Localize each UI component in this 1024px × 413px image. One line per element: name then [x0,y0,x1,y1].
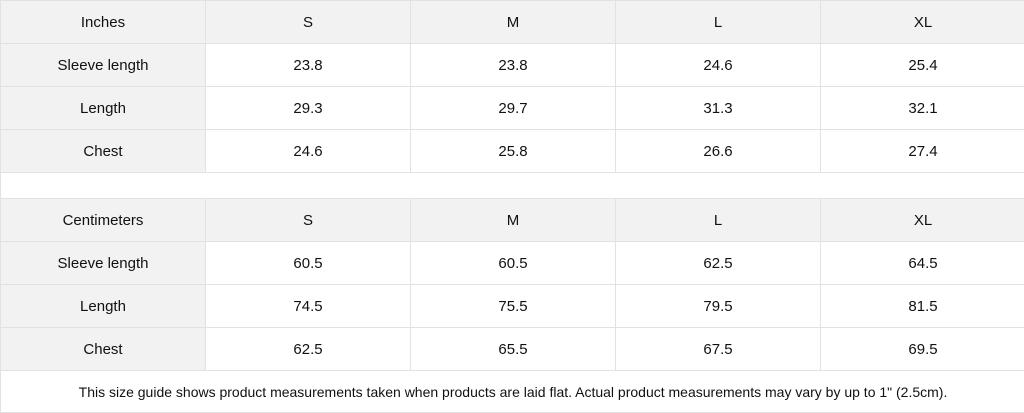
note-row: This size guide shows product measuremen… [1,371,1024,413]
measurement-value: 62.5 [616,242,821,285]
measurement-value: 62.5 [206,328,411,371]
measurement-label: Sleeve length [1,242,206,285]
size-header: M [411,199,616,242]
size-header: S [206,199,411,242]
measurement-value: 23.8 [206,44,411,87]
measurement-value: 27.4 [821,130,1024,173]
measurement-label: Length [1,285,206,328]
size-header: L [616,1,821,44]
size-header: L [616,199,821,242]
measurement-value: 25.8 [411,130,616,173]
measurement-value: 79.5 [616,285,821,328]
size-header: M [411,1,616,44]
measurement-value: 32.1 [821,87,1024,130]
measurement-value: 65.5 [411,328,616,371]
measurement-label: Sleeve length [1,44,206,87]
measurement-value: 67.5 [616,328,821,371]
measurement-value: 25.4 [821,44,1024,87]
table-spacer [1,173,1024,199]
unit-header: Inches [1,1,206,44]
measurement-value: 81.5 [821,285,1024,328]
measurement-value: 29.3 [206,87,411,130]
size-header: S [206,1,411,44]
measurement-value: 23.8 [411,44,616,87]
unit-header: Centimeters [1,199,206,242]
measurement-value: 64.5 [821,242,1024,285]
measurement-value: 74.5 [206,285,411,328]
size-guide-note: This size guide shows product measuremen… [1,371,1024,413]
measurement-value: 24.6 [616,44,821,87]
measurement-value: 60.5 [411,242,616,285]
measurement-label: Length [1,87,206,130]
measurement-value: 60.5 [206,242,411,285]
measurement-value: 69.5 [821,328,1024,371]
spacer-cell [1,173,1024,199]
measurement-label: Chest [1,328,206,371]
measurement-value: 26.6 [616,130,821,173]
size-header: XL [821,1,1024,44]
size-header: XL [821,199,1024,242]
measurement-value: 75.5 [411,285,616,328]
measurement-value: 24.6 [206,130,411,173]
measurement-value: 29.7 [411,87,616,130]
measurement-value: 31.3 [616,87,821,130]
measurement-label: Chest [1,130,206,173]
